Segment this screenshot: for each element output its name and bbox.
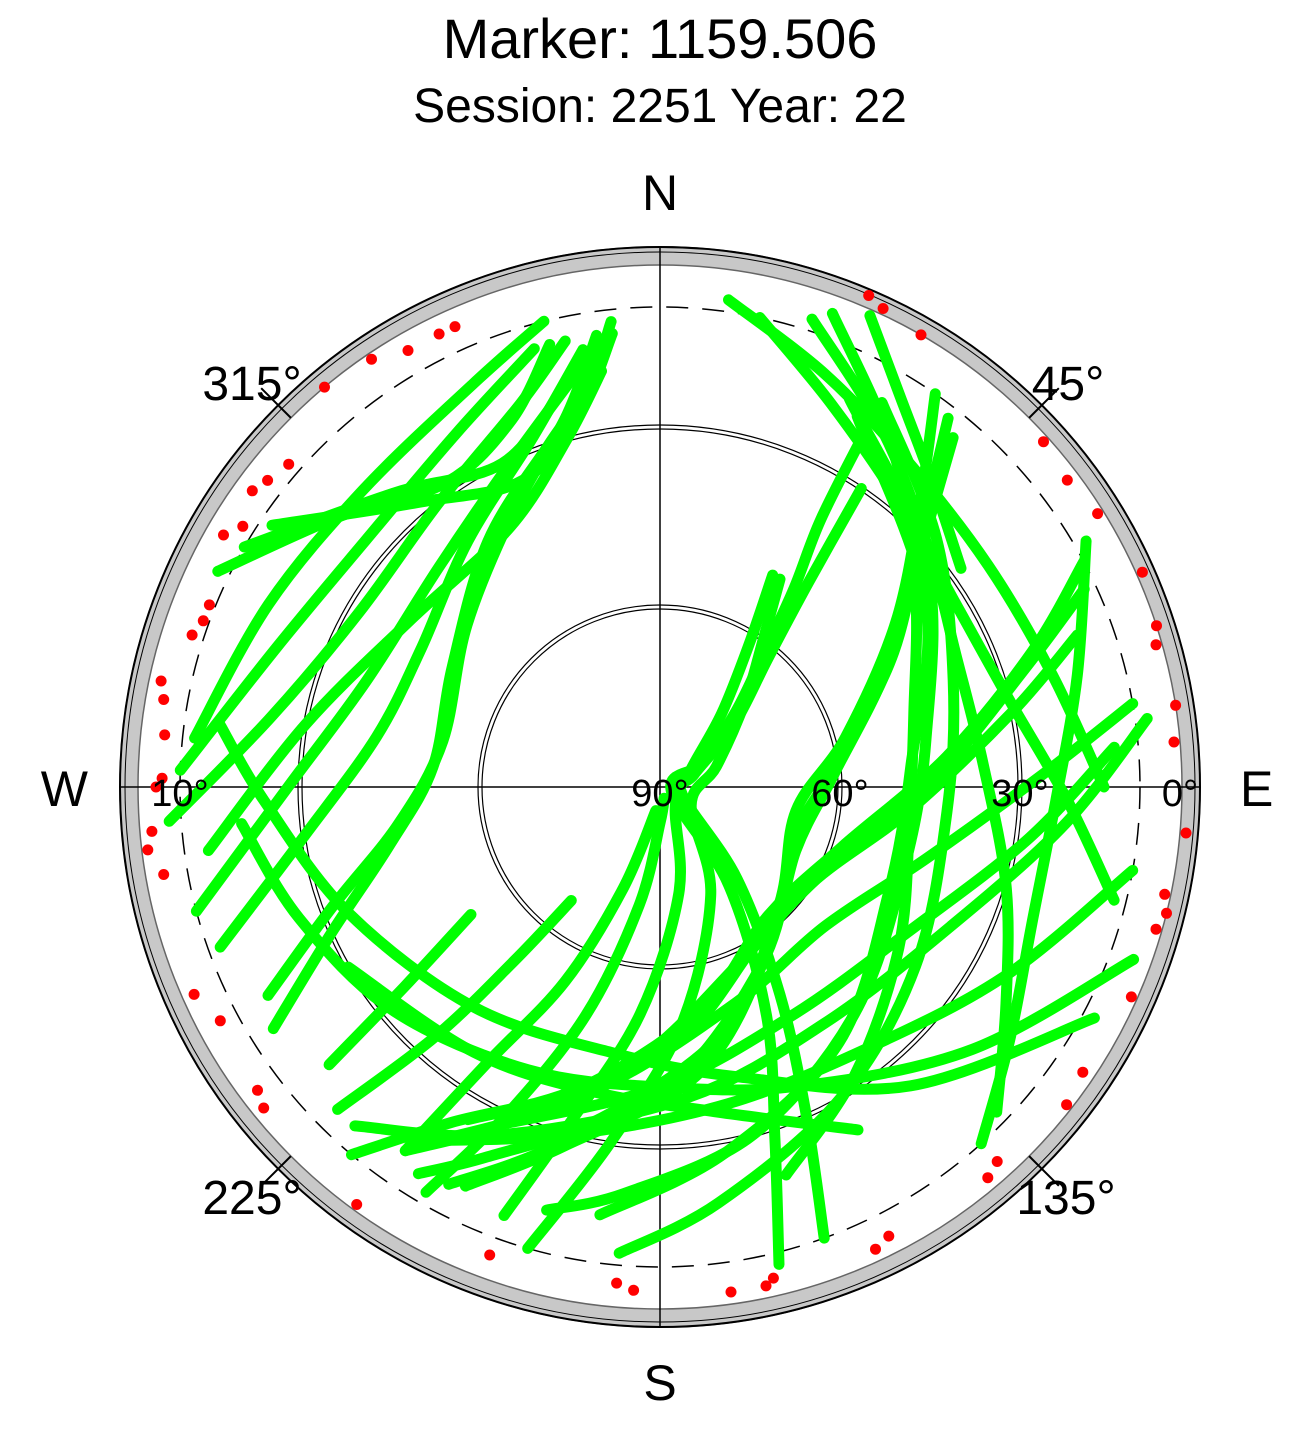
low-elevation-point <box>1136 566 1148 578</box>
satellite-track-1 <box>541 393 939 1216</box>
chart-subtitle: Session: 2251 Year: 22 <box>413 80 907 133</box>
satellite-tracks <box>163 294 1153 1270</box>
low-elevation-point <box>1150 923 1162 935</box>
satellite-track-19 <box>665 428 870 1270</box>
low-elevation-point <box>237 520 249 532</box>
low-elevation-point <box>1168 736 1180 748</box>
azimuth-label-45: 45° <box>1032 358 1105 411</box>
low-elevation-point <box>146 825 158 837</box>
elevation-label-30: 30° <box>991 773 1048 815</box>
low-elevation-point <box>1061 474 1073 486</box>
satellite-track-21 <box>420 792 670 1198</box>
low-elevation-point <box>402 345 414 356</box>
low-elevation-point <box>258 1102 270 1114</box>
low-elevation-point <box>155 675 167 687</box>
satellite-track-30 <box>174 343 540 776</box>
low-elevation-point <box>1061 1099 1073 1111</box>
low-elevation-point <box>883 1230 895 1242</box>
satellite-track-24 <box>323 909 477 1071</box>
low-elevation-point <box>611 1277 623 1289</box>
elevation-label-60: 60° <box>811 773 868 815</box>
low-elevation-point <box>283 458 295 470</box>
low-elevation-point <box>1092 508 1104 520</box>
low-elevation-point <box>351 1199 363 1210</box>
azimuth-tick-225 <box>260 1155 292 1187</box>
low-elevation-point <box>1159 888 1171 900</box>
satellite-track-23 <box>332 895 577 1115</box>
satellite-track-31 <box>189 315 550 744</box>
low-elevation-point <box>150 781 162 793</box>
low-elevation-point <box>246 485 258 497</box>
low-elevation-point <box>1125 991 1137 1003</box>
low-elevation-point <box>870 1243 881 1255</box>
azimuth-tick-45 <box>1028 387 1060 419</box>
satellite-track-20 <box>674 483 867 1244</box>
low-elevation-point <box>156 772 168 784</box>
chart-title: Marker: 1159.506 <box>443 7 878 70</box>
low-elevation-point <box>449 321 461 333</box>
low-elevation-point <box>158 869 170 880</box>
low-elevation-point <box>158 694 170 705</box>
tick-labels: 45° 135° 225° 315° 90° 60° 30° 10° 0° <box>151 358 1198 1225</box>
satellite-track-2 <box>594 410 934 1221</box>
east-label: E <box>1240 761 1273 817</box>
satellite-track-18 <box>498 569 779 1221</box>
low-elevation-point <box>863 290 875 301</box>
satellite-track-39 <box>723 294 1110 793</box>
low-elevation-point <box>1077 1066 1089 1078</box>
north-label: N <box>642 165 678 221</box>
low-elevation-point <box>628 1284 640 1296</box>
satellite-track-15 <box>214 719 1100 1095</box>
west-label: W <box>41 761 89 817</box>
azimuth-label-225: 225° <box>202 1172 301 1225</box>
low-elevation-point <box>760 1280 772 1292</box>
elevation-label-10: 10° <box>151 773 208 815</box>
satellite-track-26 <box>262 329 602 1001</box>
low-elevation-point <box>319 381 330 393</box>
low-elevation-point <box>877 303 889 314</box>
low-elevation-point <box>767 1272 779 1284</box>
low-elevation-point <box>1180 827 1192 839</box>
satellite-track-38 <box>754 312 1120 906</box>
low-elevation-point <box>186 629 198 641</box>
low-elevation-point <box>1150 639 1162 651</box>
satellite-track-3 <box>613 397 960 1259</box>
elevation-label-0: 0° <box>1162 773 1198 815</box>
low-elevation-point <box>252 1084 263 1096</box>
low-elevation-point <box>366 353 377 365</box>
low-elevation-point <box>1151 620 1162 632</box>
low-elevation-point <box>1170 699 1182 711</box>
low-elevation-point <box>725 1286 737 1298</box>
satellite-track-22 <box>399 805 662 1157</box>
azimuth-tick-135 <box>1028 1155 1060 1187</box>
low-elevation-point <box>262 474 274 486</box>
elevation-label-90: 90° <box>631 773 688 815</box>
satellite-track-35 <box>266 328 618 531</box>
low-elevation-point <box>214 1015 226 1027</box>
low-elevation-point <box>218 529 229 541</box>
low-elevation-point <box>1161 907 1172 919</box>
satellite-track-40 <box>975 535 1092 1150</box>
south-label: S <box>643 1355 676 1411</box>
low-elevation-point <box>142 844 154 856</box>
low-elevation-point <box>1038 436 1049 448</box>
azimuth-label-315: 315° <box>202 358 301 411</box>
low-elevation-point <box>982 1172 994 1184</box>
low-elevation-point <box>197 615 209 627</box>
low-elevation-points <box>142 290 1192 1298</box>
low-elevation-point <box>159 729 171 741</box>
low-elevation-point <box>433 328 445 340</box>
satellite-track-41 <box>864 310 967 574</box>
low-elevation-point <box>188 988 200 1000</box>
low-elevation-point <box>915 329 927 341</box>
low-elevation-point <box>484 1249 496 1261</box>
azimuth-label-135: 135° <box>1016 1172 1115 1225</box>
azimuth-tick-315 <box>260 387 292 419</box>
low-elevation-point <box>991 1156 1003 1167</box>
low-elevation-point <box>203 599 215 611</box>
